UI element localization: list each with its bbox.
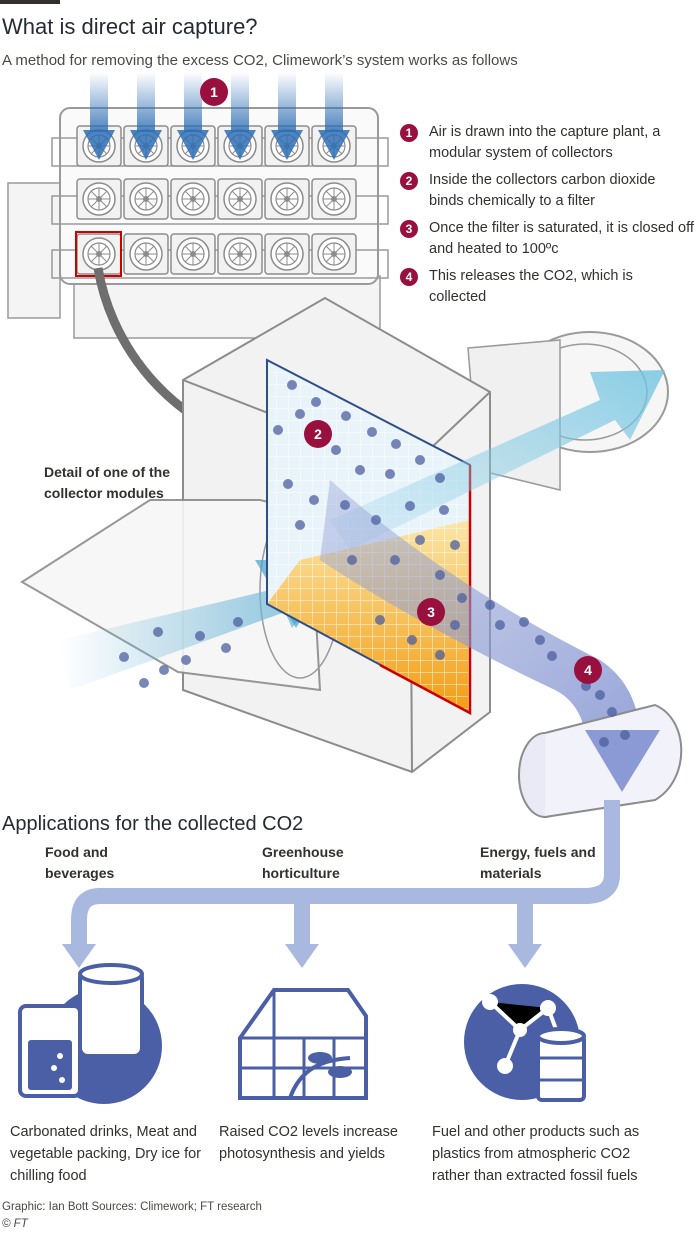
- step-marker-1: 1: [200, 78, 228, 106]
- detail-label: Detail of one of the collector modules: [44, 464, 170, 501]
- greenhouse-icon: [238, 988, 368, 1100]
- capture-plant: [7, 107, 389, 339]
- step-badge: 4: [400, 268, 418, 286]
- category-energy: Energy, fuels and materials: [480, 844, 596, 881]
- step-marker-4: 4: [574, 656, 602, 684]
- copyright: © FT: [2, 1218, 28, 1230]
- step-text: Once the filter is saturated, it is clos…: [429, 220, 694, 257]
- fuel-barrel-molecule-icon: [464, 984, 586, 1102]
- step-text: Air is drawn into the capture plant, a m…: [429, 124, 661, 161]
- food-drinks-icon: [18, 963, 162, 1104]
- step-marker-3: 3: [417, 598, 445, 626]
- step-item-1: 1 Air is drawn into the capture plant, a…: [398, 122, 698, 170]
- description-energy: Fuel and other products such as plastics…: [432, 1124, 640, 1184]
- step-item-3: 3 Once the filter is saturated, it is cl…: [398, 218, 698, 266]
- distribution-pipes: [71, 800, 620, 948]
- source-note: Graphic: Ian Bott Sources: Climework; FT…: [2, 1201, 262, 1213]
- step-badge: 3: [400, 220, 418, 238]
- step-text: Inside the collectors carbon dioxide bin…: [429, 172, 656, 209]
- description-food: Carbonated drinks, Meat and vegetable pa…: [10, 1124, 202, 1184]
- air-intake-arrows: [83, 72, 350, 160]
- step-marker-2-label: 2: [314, 426, 322, 442]
- step-marker-1-label: 1: [210, 84, 218, 100]
- step-marker-2: 2: [304, 420, 332, 448]
- step-text: This releases the CO2, which is collecte…: [429, 268, 633, 305]
- header-rule: [0, 0, 60, 4]
- page-subtitle: A method for removing the excess CO2, Cl…: [2, 52, 518, 69]
- step-marker-3-label: 3: [427, 604, 435, 620]
- page-title: What is direct air capture?: [2, 14, 258, 39]
- category-food: Food and beverages: [45, 844, 115, 881]
- step-item-2: 2 Inside the collectors carbon dioxide b…: [398, 170, 698, 218]
- step-badge: 1: [400, 124, 418, 142]
- step-item-4: 4 This releases the CO2, which is collec…: [398, 266, 698, 314]
- applications-title: Applications for the collected CO2: [2, 813, 304, 835]
- step-marker-4-label: 4: [584, 662, 592, 678]
- description-greenhouse: Raised CO2 levels increase photosynthesi…: [219, 1124, 398, 1162]
- collector-module: 2 3 4: [20, 296, 683, 818]
- co2-release-flow: [320, 480, 640, 740]
- step-list: 1 Air is drawn into the capture plant, a…: [398, 122, 698, 314]
- category-greenhouse: Greenhouse horticulture: [262, 844, 344, 881]
- step-badge: 2: [400, 172, 418, 190]
